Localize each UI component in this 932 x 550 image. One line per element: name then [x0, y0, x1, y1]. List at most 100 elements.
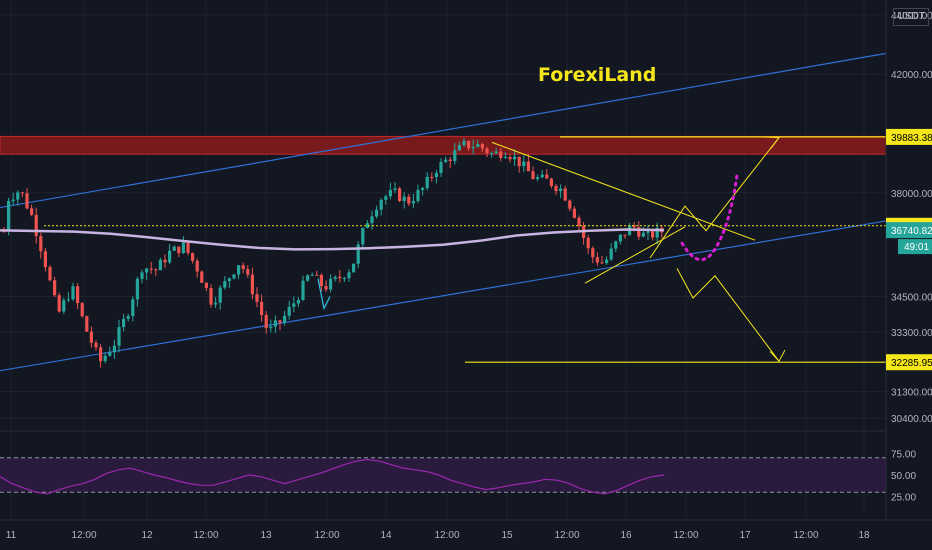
candle-body — [246, 269, 250, 275]
candle-body — [388, 189, 392, 197]
candle-body — [2, 231, 6, 233]
time-tick-label: 12:00 — [314, 530, 339, 541]
price-label-box — [886, 222, 932, 239]
candle-body — [195, 260, 199, 272]
candle-body — [352, 263, 356, 273]
channel-line — [0, 52, 887, 209]
time-tick-label: 16 — [620, 530, 632, 541]
candle-body — [117, 327, 121, 346]
price-tick-label: 30400.00 — [891, 414, 932, 425]
candle-body — [490, 153, 494, 155]
candle-body — [623, 234, 627, 236]
resistance-zone-rect — [0, 135, 887, 155]
candle-body — [122, 318, 126, 328]
price-tick-label: 34500.00 — [891, 293, 932, 304]
candle-body — [416, 189, 420, 201]
candle-body — [48, 267, 52, 281]
moving-average-line — [0, 228, 665, 251]
candle-body — [255, 294, 259, 302]
trend-channel — [0, 52, 887, 372]
rsi-path — [0, 458, 665, 495]
candle-body — [485, 148, 489, 154]
chart-grid — [0, 0, 886, 518]
candle-body — [163, 259, 167, 263]
candle-body — [39, 236, 43, 252]
candle-body — [430, 176, 434, 178]
candle-body — [172, 246, 176, 251]
candle-body — [577, 217, 581, 226]
time-tick-label: 17 — [739, 530, 751, 541]
triangle-upper-line — [491, 141, 756, 241]
candle-body — [651, 231, 655, 238]
candle-body — [296, 299, 300, 304]
candle-body — [273, 320, 277, 327]
candle-body — [370, 216, 374, 224]
small-arrow — [317, 278, 331, 311]
candle-body — [522, 161, 526, 167]
candle-body — [609, 248, 613, 260]
candle-body — [434, 172, 438, 178]
candle-body — [499, 151, 503, 158]
candle-body — [554, 185, 558, 191]
candle-body — [637, 227, 641, 237]
candle-body — [462, 140, 466, 146]
watermark-text: ForexiLand — [538, 64, 657, 86]
candle-body — [66, 299, 70, 301]
candle-body — [513, 156, 517, 160]
candle-body — [444, 159, 448, 163]
price-tick-label: 38000.00 — [891, 189, 932, 200]
candle-body — [89, 331, 93, 343]
candle-body — [559, 188, 563, 191]
candle-body — [614, 241, 618, 249]
candle-body — [319, 274, 323, 287]
candle-body — [333, 276, 337, 279]
candle-body — [421, 187, 425, 190]
price-label-text: 32285.95 — [891, 358, 932, 369]
price-label-box — [886, 128, 932, 145]
candle-body — [94, 342, 98, 348]
candle-body — [526, 161, 530, 172]
time-tick-label: 12:00 — [434, 530, 459, 541]
candle-body — [99, 347, 103, 362]
candle-body — [536, 177, 540, 180]
candle-body — [181, 242, 185, 254]
triangle-lower-line — [584, 226, 686, 284]
time-tick-label: 18 — [858, 530, 870, 541]
time-tick-label: 12 — [141, 530, 153, 541]
time-tick-label: 12:00 — [554, 530, 579, 541]
price-label-text: 39883.38 — [891, 133, 932, 144]
time-axis[interactable]: 11 12:00 12 12:00 13 12:00 14 12:00 15 12:00 16 12:… — [0, 519, 932, 550]
candle-body — [306, 275, 310, 281]
candle-body — [503, 156, 507, 158]
price-axis[interactable]: 44000.00 42000.00 38000.00 34500.00 33300.00… — [885, 0, 932, 550]
candle-body — [540, 174, 544, 178]
candle-body — [126, 316, 130, 319]
candle-body — [237, 265, 241, 275]
candle-body — [53, 280, 57, 296]
moving-average-path — [0, 228, 665, 251]
candle-body — [250, 274, 254, 295]
candle-body — [218, 287, 222, 303]
time-tick-label: 12:00 — [673, 530, 698, 541]
bullish-arrowhead — [763, 136, 780, 149]
unit-badge[interactable]: USDT — [893, 8, 929, 26]
candle-body — [467, 140, 471, 149]
candle-body — [76, 286, 80, 304]
countdown-label: 49:01 — [904, 242, 929, 253]
price-tick-label: 42000.00 — [891, 70, 932, 81]
candle-body — [545, 174, 549, 179]
candle-body — [269, 326, 273, 329]
candle-body — [508, 156, 512, 160]
candle-body — [140, 272, 144, 279]
candle-body — [494, 151, 498, 154]
candle-body — [20, 192, 24, 194]
candle-body — [655, 227, 659, 238]
candle-body — [232, 274, 236, 279]
candle-body — [605, 259, 609, 264]
time-axis-bg — [0, 520, 932, 550]
candle-body — [154, 269, 158, 271]
candle-body — [241, 265, 245, 270]
candle-body — [168, 250, 172, 263]
candle-body — [517, 156, 521, 167]
